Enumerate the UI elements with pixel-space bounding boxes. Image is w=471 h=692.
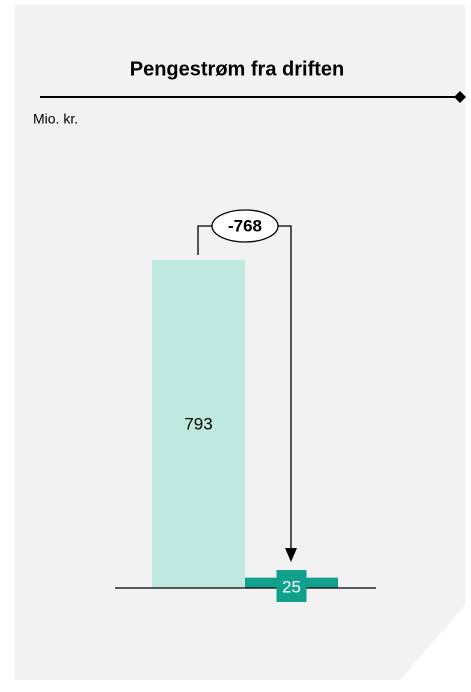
difference-arrow: [278, 225, 292, 550]
unit-label: Mio. kr.: [33, 111, 78, 127]
difference-label: -768: [228, 216, 262, 235]
value-label: 793: [184, 414, 212, 433]
value-label-box: [276, 570, 307, 602]
rule-diamond: [454, 91, 466, 103]
difference-bubble: [211, 209, 279, 243]
bar: [152, 260, 245, 588]
value-label: 25: [282, 577, 301, 596]
difference-bracket: [197, 225, 212, 255]
chart-title: Pengestrøm fra driften: [130, 58, 344, 80]
arrow-head: [285, 548, 297, 562]
